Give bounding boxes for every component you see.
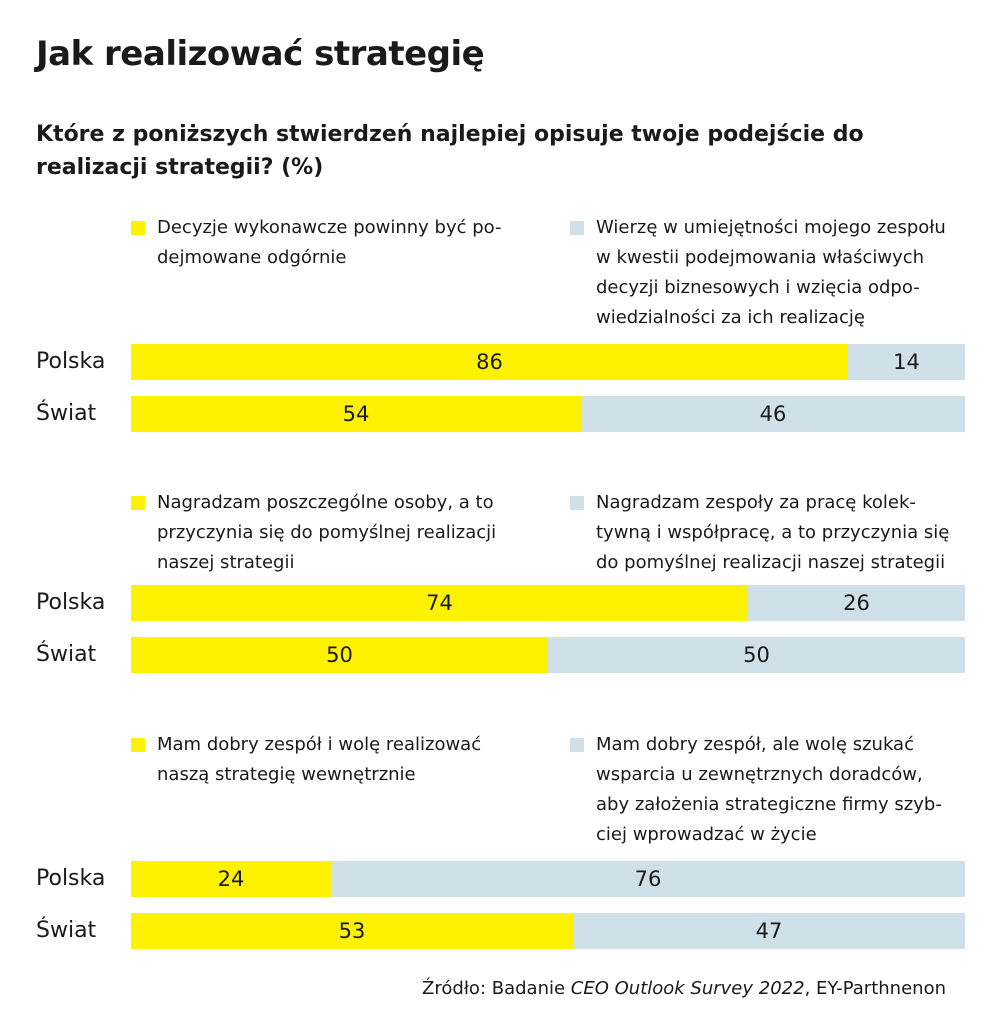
source-italic: CEO Outlook Survey 2022: [570, 978, 805, 999]
legend-text-line: Mam dobry zespół i wolę realizować: [157, 734, 482, 755]
legend-item: Nagradzam zespoły za pracę kolek-tywną i…: [570, 488, 976, 578]
legend-text-line: Nagradzam zespoły za pracę kolek-: [596, 492, 916, 513]
category-label: Polska: [36, 349, 106, 374]
bar-segment-yellow: 86: [131, 344, 848, 380]
legend-text-line: do pomyślnej realizacji naszej strategii: [596, 552, 946, 573]
bar-segment-yellow: 50: [131, 637, 548, 673]
legend-text-line: Mam dobry zespół, ale wolę szukać: [596, 734, 914, 755]
bar-segment-yellow: 54: [131, 396, 581, 432]
legend-text-line: wsparcia u zewnętrznych doradców,: [596, 764, 923, 785]
data-label: 50: [326, 643, 353, 667]
chart-title: Jak realizować strategię: [36, 34, 485, 74]
legend-text-line: dejmowane odgórnie: [157, 247, 347, 268]
stacked-bar: 53 47: [131, 913, 965, 949]
stacked-bar: 74 26: [131, 585, 965, 621]
data-label: 74: [426, 591, 453, 615]
legend-text-line: naszą strategię wewnętrznie: [157, 764, 416, 785]
bar-segment-yellow: 24: [131, 861, 331, 897]
legend-text-line: w kwestii podejmowania właściwych: [596, 247, 925, 268]
legend-item: Nagradzam poszczególne osoby, a to przycz…: [131, 488, 537, 578]
bar-segment-blue: 46: [581, 396, 965, 432]
legend-text-line: Decyzje wykonawcze powinny być po-: [157, 217, 502, 238]
bar-segment-yellow: 53: [131, 913, 573, 949]
stacked-bar: 50 50: [131, 637, 965, 673]
data-label: 86: [476, 350, 503, 374]
legend-text-line: Wierzę w umiejętności mojego zespołu: [596, 217, 946, 238]
source-note: Źródło: Badanie CEO Outlook Survey 2022,…: [422, 978, 946, 999]
source-prefix: Źródło: Badanie: [422, 978, 571, 999]
legend-swatch: [131, 738, 145, 752]
data-label: 14: [893, 350, 920, 374]
legend-text-line: decyzji biznesowych i wzięcia odpo-: [596, 277, 920, 298]
legend-item: Wierzę w umiejętności mojego zespołu w kw…: [570, 213, 976, 333]
data-label: 53: [338, 919, 366, 943]
chart-subtitle: Które z poniższych stwierdzeń najlepiej …: [36, 122, 864, 180]
legend-text-line: aby założenia strategiczne firmy szyb-: [596, 794, 942, 815]
legend-text-line: wiedzialności za ich realizację: [596, 307, 865, 328]
legend-text-line: przyczynia się do pomyślnej realizacji: [157, 522, 497, 543]
source-suffix: , EY-Parthnenon: [804, 978, 946, 999]
data-label: 47: [755, 919, 783, 943]
bar-segment-blue: 76: [331, 861, 965, 897]
stacked-bar: 54 46: [131, 396, 965, 432]
stacked-bar: 86 14: [131, 344, 965, 380]
legend-swatch: [570, 496, 584, 510]
data-label: 24: [217, 867, 245, 891]
legend-text-line: ciej wprowadzać w życie: [596, 824, 817, 845]
legend-swatch: [131, 496, 145, 510]
legend-swatch: [570, 738, 584, 752]
data-label: 46: [759, 402, 787, 426]
legend-text-line: Nagradzam poszczególne osoby, a to: [157, 492, 494, 513]
data-label: 26: [843, 591, 870, 615]
legend-item: Mam dobry zespół, ale wolę szukać wsparci…: [570, 730, 976, 850]
data-label: 54: [342, 402, 370, 426]
legend-swatch: [570, 221, 584, 235]
bar-segment-yellow: 74: [131, 585, 748, 621]
legend-text-line: tywną i współpracę, a to przyczynia się: [596, 522, 950, 543]
bar-segment-blue: 14: [848, 344, 965, 380]
bar-segment-blue: 47: [573, 913, 965, 949]
category-label: Świat: [36, 918, 97, 943]
legend-item: Decyzje wykonawcze powinny być po-dejmow…: [131, 213, 537, 273]
category-label: Świat: [36, 401, 97, 426]
category-label: Polska: [36, 590, 106, 615]
legend-swatch: [131, 221, 145, 235]
stacked-bar: 24 76: [131, 861, 965, 897]
data-label: 76: [634, 867, 662, 891]
category-label: Polska: [36, 866, 106, 891]
data-label: 50: [743, 643, 770, 667]
legend-text-line: naszej strategii: [157, 552, 295, 573]
legend-item: Mam dobry zespół i wolę realizować naszą …: [131, 730, 537, 790]
category-label: Świat: [36, 642, 97, 667]
bar-segment-blue: 26: [748, 585, 965, 621]
bar-segment-blue: 50: [548, 637, 965, 673]
